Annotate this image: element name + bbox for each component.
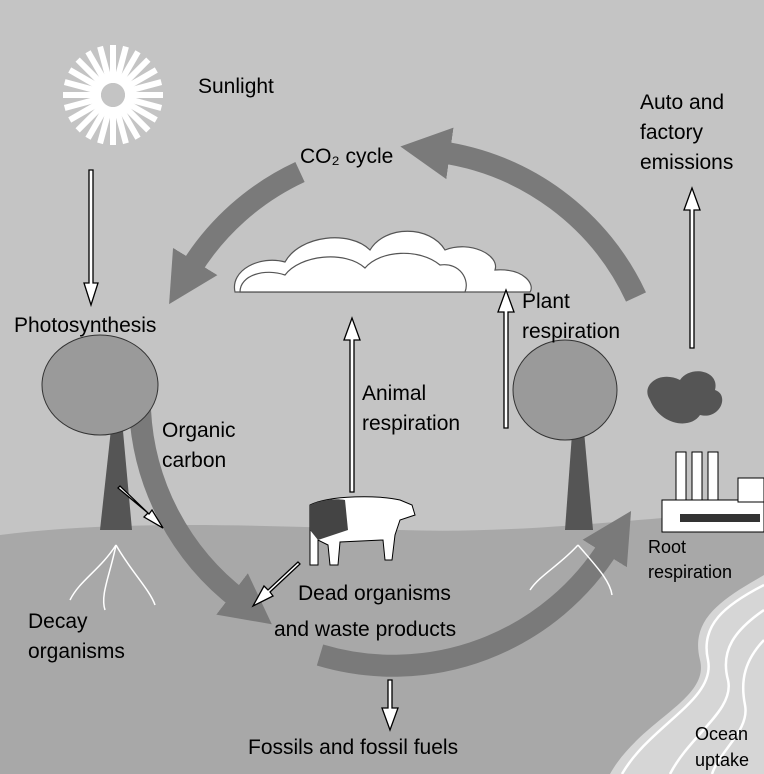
diagram: Sunlight Auto and factory emissions CO₂ …	[0, 0, 764, 774]
fossils-label: Fossils and fossil fuels	[248, 736, 458, 759]
root-respiration-label: Root	[648, 537, 686, 557]
plant-respiration-label: respiration	[522, 320, 620, 343]
emissions-label: emissions	[640, 151, 733, 174]
dead-organisms-label: and waste products	[274, 618, 456, 641]
animal-respiration-label: respiration	[362, 412, 460, 435]
photosynthesis-label: Photosynthesis	[14, 314, 156, 337]
sunlight-label: Sunlight	[198, 75, 274, 98]
organic-carbon-label: carbon	[162, 449, 226, 472]
dead-organisms-label: Dead organisms	[298, 582, 451, 605]
decay-organisms-label: organisms	[28, 640, 125, 663]
co2-cycle-label: CO₂ cycle	[300, 145, 393, 168]
decay-organisms-label: Decay	[28, 610, 88, 633]
ocean-uptake-label: Ocean	[695, 724, 748, 744]
plant-respiration-label: Plant	[522, 290, 570, 313]
organic-carbon-label: Organic	[162, 419, 236, 442]
root-respiration-label: respiration	[648, 562, 732, 582]
ocean-uptake-label: uptake	[695, 750, 749, 770]
emissions-label: factory	[640, 121, 704, 144]
animal-respiration-label: Animal	[362, 382, 426, 405]
emissions-label: Auto and	[640, 91, 724, 114]
